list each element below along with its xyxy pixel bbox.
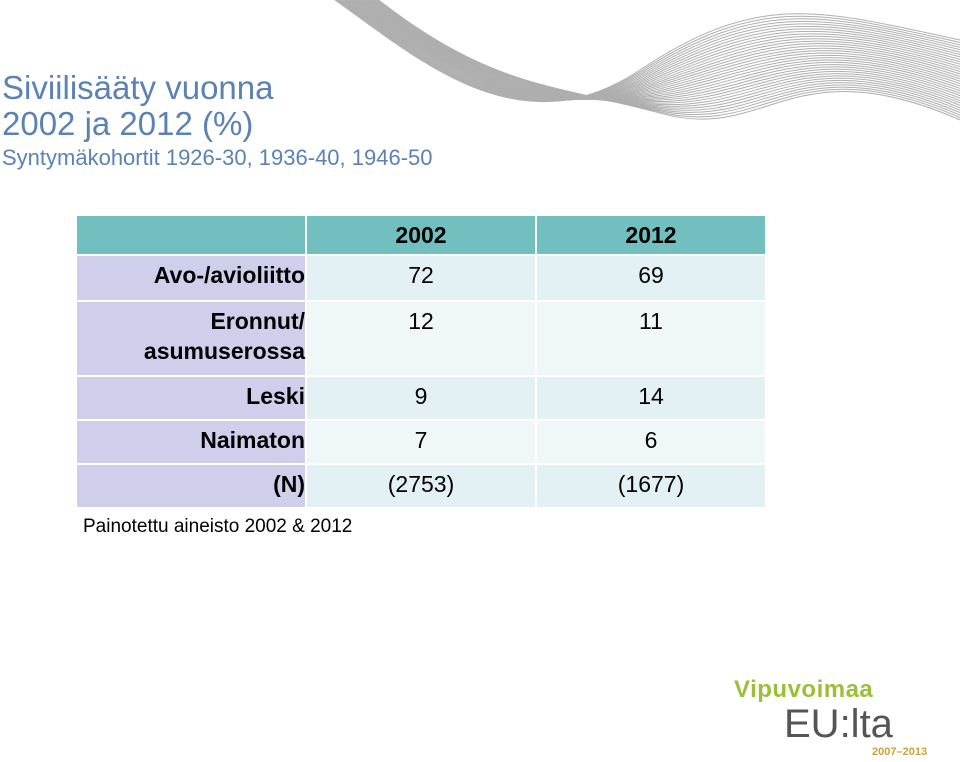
wave-line [357, 0, 960, 100]
row-label-line1: Eronnut/ [210, 308, 305, 334]
header-2002: 2002 [305, 214, 537, 256]
value-2012: 6 [535, 419, 767, 465]
wave-line [336, 0, 960, 102]
wave-line [343, 0, 960, 101]
value-2012: (1677) [535, 463, 767, 509]
marital-status-table: 2002 2012 Avo-/avioliitto 72 69 Eronnut/… [75, 214, 767, 509]
wave-line [358, 0, 960, 100]
page-title-line1: Siviilisääty vuonna [2, 69, 274, 106]
header-empty-cell [75, 214, 307, 256]
value-2002: 72 [305, 254, 537, 302]
wave-line [345, 0, 960, 101]
wave-line [341, 0, 960, 101]
wave-line [371, 0, 960, 109]
value-2002: 7 [305, 419, 537, 465]
vipuvoimaa-eu-logo: Vipuvoimaa EU:lta 2007–2013 [734, 676, 934, 758]
wave-line [367, 0, 960, 104]
value-2012: 14 [535, 375, 767, 421]
wave-line [347, 0, 960, 101]
page-title-line2: 2002 ja 2012 (%) [2, 105, 254, 142]
wave-line [349, 0, 960, 100]
table-row: Leski 9 14 [75, 375, 767, 421]
wave-line [359, 0, 960, 100]
wave-line [378, 0, 960, 121]
wave-line [334, 0, 960, 102]
wave-line [363, 0, 960, 101]
logo-years-text: 2007–2013 [872, 746, 928, 758]
wave-line [365, 0, 960, 102]
wave-line [355, 0, 960, 100]
value-2012: 69 [535, 254, 767, 302]
logo-top-text: Vipuvoimaa [734, 676, 874, 703]
table-row: Naimaton 7 6 [75, 419, 767, 465]
wave-line [342, 0, 960, 101]
value-2012: 11 [535, 300, 767, 377]
wave-line [374, 0, 960, 114]
footnote: Painotettu aineisto 2002 & 2012 [83, 516, 353, 537]
page-subtitle: Syntymäkohortit 1926-30, 1936-40, 1946-5… [2, 145, 433, 170]
wave-line [346, 0, 960, 101]
wave-line [366, 0, 960, 103]
row-label-line2: asumuserossa [143, 338, 305, 364]
row-label: Leski [75, 375, 307, 421]
wave-line [337, 0, 960, 102]
wave-line [354, 0, 960, 100]
wave-line [376, 0, 960, 118]
wave-line [350, 0, 960, 100]
row-label: Avo-/avioliitto [75, 254, 307, 302]
wave-line [339, 0, 960, 102]
wave-line [375, 0, 960, 116]
wave-line [362, 0, 960, 101]
wave-line [372, 0, 960, 111]
title-block: Siviilisääty vuonna 2002 ja 2012 (%) Syn… [2, 70, 433, 172]
row-label: Eronnut/ asumuserossa [75, 300, 307, 377]
value-2002: 12 [305, 300, 537, 377]
logo-main-text: EU:lta [784, 702, 893, 746]
wave-line [369, 0, 960, 106]
value-2002: 9 [305, 375, 537, 421]
table-row: (N) (2753) (1677) [75, 463, 767, 509]
row-label: (N) [75, 463, 307, 509]
header-2012: 2012 [535, 214, 767, 256]
wave-line [353, 0, 960, 100]
row-label: Naimaton [75, 419, 307, 465]
decorative-wave-graphic [334, 0, 960, 121]
wave-line [370, 0, 960, 107]
table-header-row: 2002 2012 [75, 214, 767, 256]
wave-line [361, 0, 960, 101]
value-2002: (2753) [305, 463, 537, 509]
wave-line [351, 0, 960, 100]
table-row: Avo-/avioliitto 72 69 [75, 254, 767, 302]
wave-line [338, 0, 960, 102]
table-row: Eronnut/ asumuserossa 12 11 [75, 300, 767, 377]
